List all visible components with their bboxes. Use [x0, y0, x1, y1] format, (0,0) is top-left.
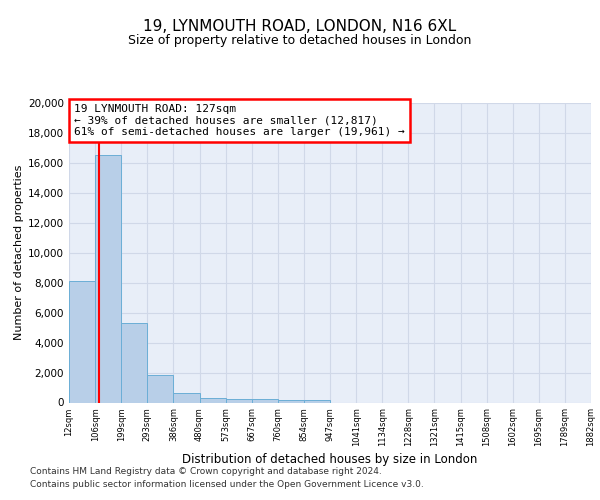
Text: Contains public sector information licensed under the Open Government Licence v3: Contains public sector information licen… [30, 480, 424, 489]
Text: 19 LYNMOUTH ROAD: 127sqm
← 39% of detached houses are smaller (12,817)
61% of se: 19 LYNMOUTH ROAD: 127sqm ← 39% of detach… [74, 104, 405, 137]
Bar [148, 375, 173, 402]
Y-axis label: Number of detached properties: Number of detached properties [14, 165, 24, 340]
Bar [199, 398, 226, 402]
Bar [121, 323, 148, 402]
Text: Size of property relative to detached houses in London: Size of property relative to detached ho… [128, 34, 472, 47]
Text: Contains HM Land Registry data © Crown copyright and database right 2024.: Contains HM Land Registry data © Crown c… [30, 467, 382, 476]
Bar [173, 393, 199, 402]
Bar [252, 400, 278, 402]
Bar [95, 155, 121, 402]
Bar [69, 281, 95, 402]
Bar [304, 400, 330, 402]
X-axis label: Distribution of detached houses by size in London: Distribution of detached houses by size … [182, 454, 478, 466]
Text: 19, LYNMOUTH ROAD, LONDON, N16 6XL: 19, LYNMOUTH ROAD, LONDON, N16 6XL [143, 19, 457, 34]
Bar [226, 398, 252, 402]
Bar [278, 400, 304, 402]
